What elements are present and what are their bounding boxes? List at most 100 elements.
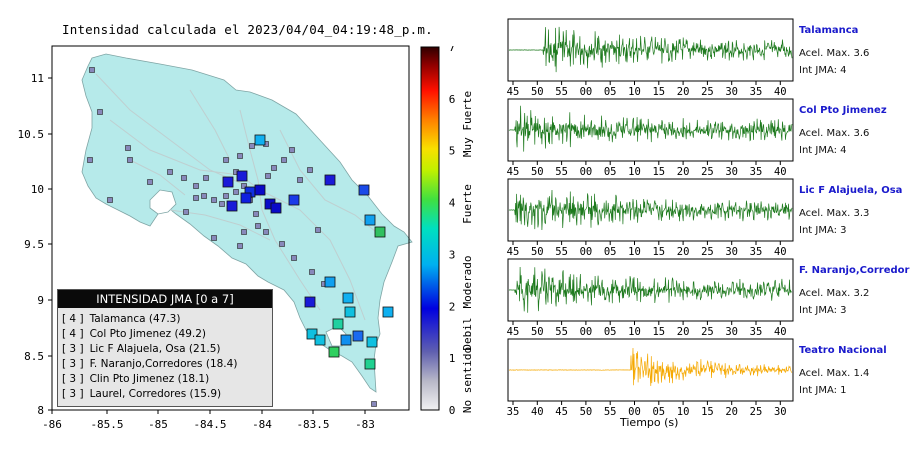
seismogram-time-tick: 20 [677, 166, 690, 178]
seismogram-time-tick: 50 [531, 166, 544, 178]
seismogram-time-tick: 30 [725, 166, 738, 178]
legend-item: [ 3 ] F. Naranjo,Corredores (18.4) [62, 357, 272, 372]
intensity-station-marker [324, 174, 336, 186]
intensity-station-marker [382, 306, 394, 318]
intensity-station-marker [332, 318, 344, 330]
station-name: F. Naranjo,Corredores [799, 265, 910, 276]
intensity-station-marker [288, 194, 300, 206]
seismogram-time-tick: 30 [725, 326, 738, 338]
minor-station-marker [203, 175, 209, 181]
map-y-tick: 9 [37, 294, 44, 307]
seismogram-time-tick: 40 [774, 246, 787, 258]
legend-title: INTENSIDAD JMA [0 a 7] [58, 290, 272, 308]
minor-station-marker [255, 223, 261, 229]
intensity-station-marker [364, 214, 376, 226]
seismogram-time-tick: 00 [628, 406, 641, 418]
map-x-tick: -84.5 [193, 418, 226, 431]
minor-station-marker [309, 269, 315, 275]
minor-station-marker [279, 241, 285, 247]
map-title: Intensidad calculada el 2023/04/04_04:19… [62, 22, 433, 37]
station-jma-intensity: Int JMA: 1 [799, 385, 847, 396]
seismogram-time-tick: 10 [628, 246, 641, 258]
seismogram-time-tick: 45 [507, 86, 520, 98]
minor-station-marker [281, 157, 287, 163]
waveform-trace [508, 189, 793, 231]
minor-stations [87, 67, 377, 407]
seismogram-panel: 45 50 55 00 05 10 15 20 25 30 35 40 [507, 178, 794, 258]
seismogram-time-tick: 25 [701, 326, 714, 338]
station-name: Teatro Nacional [799, 345, 887, 356]
seismogram-time-tick: 05 [604, 326, 617, 338]
legend-item-level: [ 4 ] [62, 313, 84, 325]
legend-item-level: [ 3 ] [62, 373, 84, 385]
minor-station-marker [193, 195, 199, 201]
minor-station-marker [233, 189, 239, 195]
minor-station-marker [87, 157, 93, 163]
station-max-accel: Acel. Max. 3.2 [799, 288, 870, 299]
waveform-trace [508, 347, 793, 387]
station-jma-intensity: Int JMA: 4 [799, 65, 847, 76]
minor-station-marker [107, 197, 113, 203]
colorbar-tick: 2 [449, 300, 456, 313]
intensity-colorbar: 7 6 5 4 3 2 1 0 Muy Fuerte Fuerte Moderado DebilNo… [420, 46, 474, 416]
legend-item: [ 4 ] Talamanca (47.3) [62, 312, 272, 327]
intensity-station-marker [352, 330, 364, 342]
station-jma-intensity: Int JMA: 3 [799, 225, 847, 236]
colorbar-tick: 5 [449, 145, 456, 158]
intensity-station-marker [328, 346, 340, 358]
map-y-tick: 11 [31, 72, 44, 85]
colorbar-tick: 6 [449, 93, 456, 106]
colorbar-tick: 0 [449, 404, 456, 416]
seismogram-time-tick: 35 [750, 86, 763, 98]
seismogram-time-tick: 15 [652, 246, 665, 258]
map-x-tick: -85.5 [90, 418, 123, 431]
seismogram-time-tick: 05 [604, 166, 617, 178]
seismogram-time-tick: 05 [652, 406, 665, 418]
seismogram-time-tick: 30 [774, 406, 787, 418]
minor-station-marker [297, 177, 303, 183]
map-x-tick: -84 [252, 418, 272, 431]
legend-item-level: [ 4 ] [62, 328, 84, 340]
station-jma-intensity: Int JMA: 4 [799, 145, 847, 156]
seismogram-time-tick: 55 [555, 326, 568, 338]
minor-station-marker [263, 229, 269, 235]
minor-station-marker [89, 67, 95, 73]
seismogram-time-tick: 50 [531, 246, 544, 258]
seismogram-time-tick: 15 [652, 326, 665, 338]
intensity-station-marker [226, 200, 238, 212]
intensity-legend: INTENSIDAD JMA [0 a 7] [ 4 ] Talamanca (4… [57, 289, 273, 407]
map-y-tick: 10.5 [18, 128, 45, 141]
seismogram-time-tick: 40 [531, 406, 544, 418]
seismogram-time-tick: 20 [677, 326, 690, 338]
intensity-station-marker [240, 192, 252, 204]
minor-station-marker [223, 193, 229, 199]
intensity-station-marker [364, 358, 376, 370]
seismogram-time-tick: 20 [677, 246, 690, 258]
legend-item-name: F. Naranjo,Corredores (18.4) [89, 358, 238, 370]
legend-item-name: Lic F Alajuela, Osa (21.5) [89, 343, 221, 355]
seismogram-time-tick: 15 [652, 166, 665, 178]
minor-station-marker [183, 209, 189, 215]
seismogram-time-tick: 20 [677, 86, 690, 98]
minor-station-marker [211, 197, 217, 203]
seismogram-panel: 45 50 55 00 05 10 15 20 25 30 35 40 [507, 98, 794, 178]
intensity-station-marker [270, 202, 282, 214]
seismogram-time-tick: 35 [750, 246, 763, 258]
seismogram-time-tick: 35 [750, 326, 763, 338]
seismogram-time-tick: 45 [555, 406, 568, 418]
map-frame [51, 45, 410, 411]
minor-station-marker [167, 169, 173, 175]
legend-item: [ 4 ] Col Pto Jimenez (49.2) [62, 327, 272, 342]
legend-item-level: [ 3 ] [62, 343, 84, 355]
gulf-of-nicoya [149, 189, 177, 215]
seismogram-time-tick: 10 [628, 166, 641, 178]
minor-station-marker [371, 401, 377, 407]
intensity-station-marker [344, 306, 356, 318]
station-name: Col Pto Jimenez [799, 105, 887, 116]
station-max-accel: Acel. Max. 3.6 [799, 128, 870, 139]
map-y-tick: 8 [37, 404, 44, 417]
station-max-accel: Acel. Max. 1.4 [799, 368, 870, 379]
map-x-tick: -83.5 [296, 418, 329, 431]
seismogram-panel: 35 40 45 50 55 00 05 10 15 20 25 30 [507, 338, 794, 418]
legend-item-name: Laurel, Corredores (15.9) [89, 388, 222, 400]
